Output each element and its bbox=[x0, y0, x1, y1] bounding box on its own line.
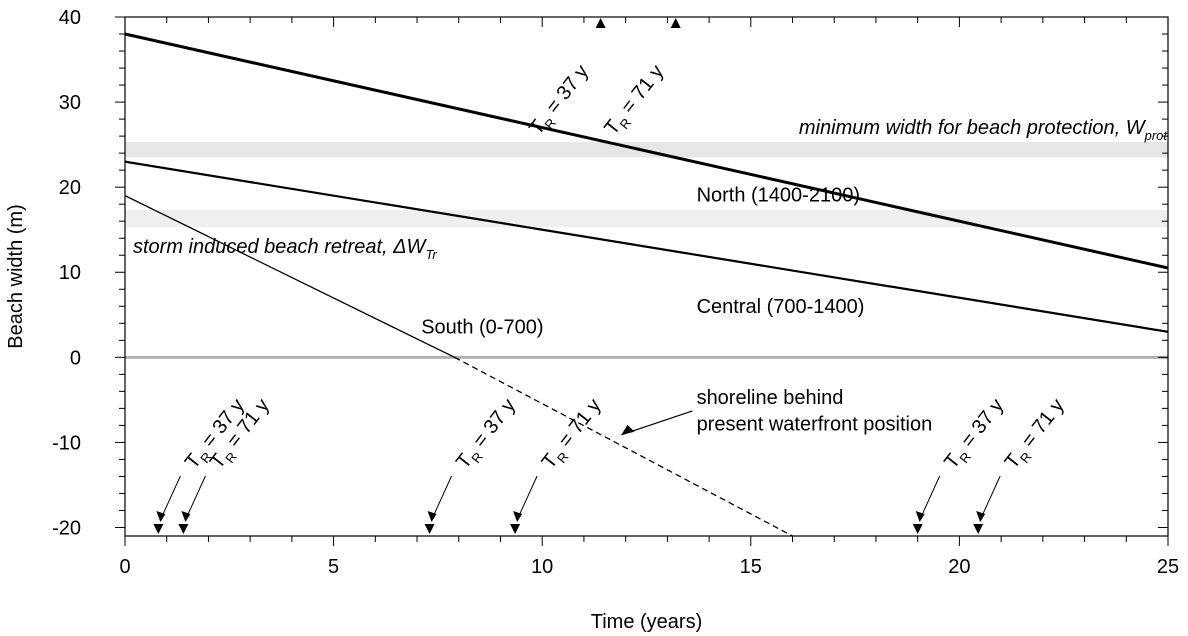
bottom-marker-5 bbox=[973, 524, 984, 534]
bottom-marker-0 bbox=[153, 524, 164, 534]
x-axis-title: Time (years) bbox=[591, 611, 702, 633]
plot-frame bbox=[124, 16, 1169, 537]
top-marker-1 bbox=[670, 18, 681, 28]
annotation-0: North (1400-2100) bbox=[697, 185, 860, 207]
x-tick-label: 15 bbox=[740, 556, 762, 578]
y-tick-label: 30 bbox=[59, 92, 81, 114]
y-tick-label: 20 bbox=[59, 177, 81, 199]
bottom-leader-head-1 bbox=[181, 511, 191, 522]
x-tick-label: 25 bbox=[1157, 556, 1179, 578]
bottom-leader-5 bbox=[979, 475, 1001, 521]
bottom-leader-2 bbox=[431, 475, 453, 521]
top-marker-0 bbox=[595, 18, 606, 28]
x-tick-label: 5 bbox=[328, 556, 339, 578]
series-line-3 bbox=[454, 356, 793, 537]
bottom-leader-head-0 bbox=[156, 511, 166, 522]
axes-layer: 0 5 10 15 20 25 -20 -10 0 10 20 30 40 bbox=[52, 7, 1179, 578]
bottom-leader-1 bbox=[184, 475, 206, 521]
x-tick-label: 20 bbox=[948, 556, 970, 578]
y-tick-label: 10 bbox=[59, 262, 81, 284]
annotation-3: shoreline behind bbox=[697, 387, 844, 409]
shoreline-arrowhead bbox=[621, 424, 635, 435]
bottom-marker-label-3: TR = 71 y bbox=[538, 395, 609, 476]
series-layer bbox=[124, 32, 1169, 537]
x-tick-label: 10 bbox=[531, 556, 553, 578]
y-axis-title: Beach width (m) bbox=[5, 204, 27, 349]
bands-layer bbox=[125, 142, 1168, 228]
bottom-leader-head-4 bbox=[915, 511, 925, 522]
x-tick-label: 0 bbox=[119, 556, 130, 578]
top-marker-label-1: TR = 71 y bbox=[600, 61, 671, 142]
band-label-protection: minimum width for beach protection, Wpro… bbox=[799, 117, 1168, 143]
bottom-marker-4 bbox=[912, 524, 923, 534]
annotation-1: Central (700-1400) bbox=[697, 296, 865, 318]
bottom-marker-label-4: TR = 37 y bbox=[940, 395, 1011, 476]
annotation-4: present waterfront position bbox=[697, 413, 933, 435]
bottom-leader-4 bbox=[919, 475, 941, 521]
bottom-leader-head-5 bbox=[976, 511, 986, 522]
y-tick-label: 0 bbox=[70, 347, 81, 369]
y-tick-label: -10 bbox=[52, 432, 81, 454]
band-1 bbox=[125, 210, 1168, 228]
top-marker-label-0: TR = 37 y bbox=[525, 61, 596, 142]
series-line-2 bbox=[124, 195, 455, 358]
bottom-marker-3 bbox=[510, 524, 521, 534]
bottom-leader-head-3 bbox=[513, 511, 523, 522]
bottom-marker-2 bbox=[424, 524, 435, 534]
y-tick-label: -20 bbox=[52, 517, 81, 539]
bottom-leader-3 bbox=[516, 475, 538, 521]
annotation-2: South (0-700) bbox=[421, 317, 543, 339]
band-label-retreat: storm induced beach retreat, ΔWTr bbox=[133, 236, 437, 262]
bottom-marker-label-5: TR = 71 y bbox=[1001, 395, 1072, 476]
bottom-marker-1 bbox=[178, 524, 189, 534]
bottom-marker-label-2: TR = 37 y bbox=[452, 395, 523, 476]
annotations-layer: North (1400-2100) Central (700-1400) South… bbox=[133, 117, 1168, 435]
y-tick-label: 40 bbox=[59, 7, 81, 29]
series-line-1 bbox=[124, 160, 1169, 333]
markers-layer: TR = 37 yTR = 71 yTR = 37 yTR = 71 yTR =… bbox=[153, 18, 1072, 534]
bottom-leader-0 bbox=[159, 475, 181, 521]
series-line-0 bbox=[124, 32, 1169, 270]
bottom-leader-head-2 bbox=[427, 511, 437, 522]
